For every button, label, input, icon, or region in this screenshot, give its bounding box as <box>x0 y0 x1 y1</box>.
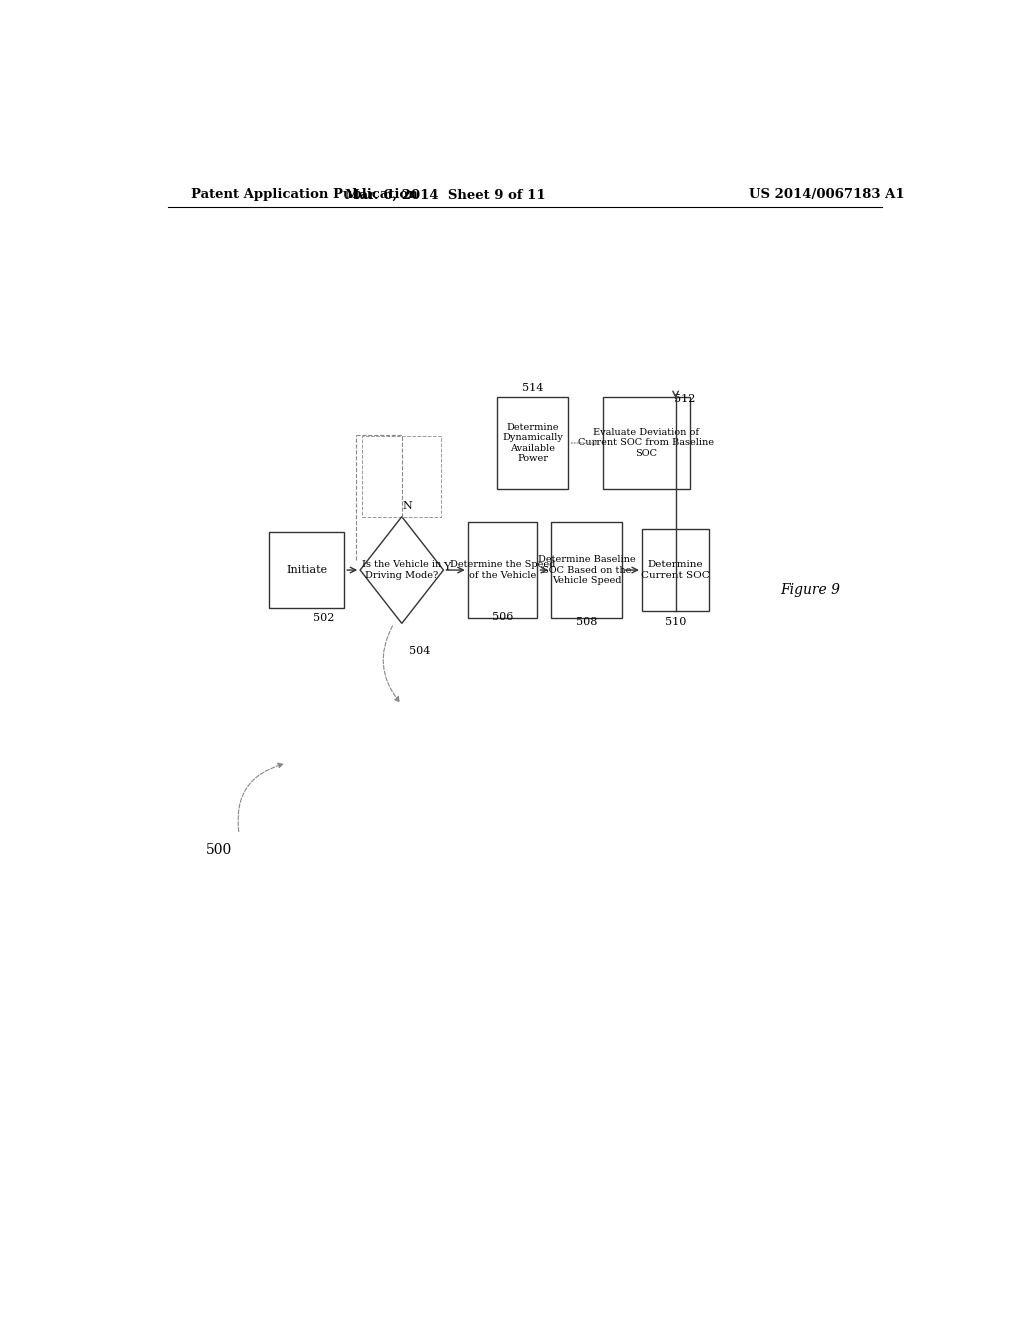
FancyArrowPatch shape <box>347 568 355 573</box>
FancyArrowPatch shape <box>674 411 681 486</box>
Text: Is the Vehicle in
Driving Mode?: Is the Vehicle in Driving Mode? <box>362 561 441 579</box>
FancyBboxPatch shape <box>497 397 568 488</box>
FancyArrowPatch shape <box>571 440 599 446</box>
FancyBboxPatch shape <box>269 532 344 609</box>
Text: 508: 508 <box>577 616 597 627</box>
FancyArrowPatch shape <box>626 568 638 573</box>
Text: Determine
Current SOC: Determine Current SOC <box>641 561 710 579</box>
FancyArrowPatch shape <box>541 568 547 573</box>
Text: Figure 9: Figure 9 <box>780 583 841 598</box>
Text: 514: 514 <box>522 383 544 393</box>
FancyArrowPatch shape <box>656 533 670 611</box>
FancyArrowPatch shape <box>673 391 678 399</box>
Text: Determine Baseline
SOC Based on the
Vehicle Speed: Determine Baseline SOC Based on the Vehi… <box>538 556 636 585</box>
FancyArrowPatch shape <box>383 626 399 702</box>
FancyArrowPatch shape <box>446 568 463 573</box>
Text: 500: 500 <box>206 842 232 857</box>
Text: 504: 504 <box>410 647 431 656</box>
FancyArrowPatch shape <box>483 525 497 606</box>
Text: US 2014/0067183 A1: US 2014/0067183 A1 <box>749 189 904 202</box>
FancyArrowPatch shape <box>238 763 283 832</box>
Text: Initiate: Initiate <box>286 565 327 576</box>
FancyArrowPatch shape <box>274 536 316 606</box>
Text: 510: 510 <box>665 616 686 627</box>
Text: Determine
Dynamically
Available
Power: Determine Dynamically Available Power <box>503 422 563 463</box>
FancyBboxPatch shape <box>551 521 623 618</box>
Polygon shape <box>360 516 443 623</box>
FancyBboxPatch shape <box>602 397 690 488</box>
Text: Mar. 6, 2014  Sheet 9 of 11: Mar. 6, 2014 Sheet 9 of 11 <box>345 189 546 202</box>
FancyBboxPatch shape <box>468 521 538 618</box>
Text: 512: 512 <box>675 395 695 404</box>
Text: 506: 506 <box>492 611 513 622</box>
Text: Patent Application Publication: Patent Application Publication <box>191 189 418 202</box>
FancyArrowPatch shape <box>515 399 527 486</box>
Text: Evaluate Deviation of
Current SOC from Baseline
SOC: Evaluate Deviation of Current SOC from B… <box>579 428 714 458</box>
FancyArrowPatch shape <box>566 525 582 611</box>
Text: 502: 502 <box>313 612 335 623</box>
FancyBboxPatch shape <box>642 529 710 611</box>
Text: Y: Y <box>443 562 451 572</box>
Text: N: N <box>402 502 413 511</box>
Text: Determine the Speed
of the Vehicle: Determine the Speed of the Vehicle <box>450 561 555 579</box>
